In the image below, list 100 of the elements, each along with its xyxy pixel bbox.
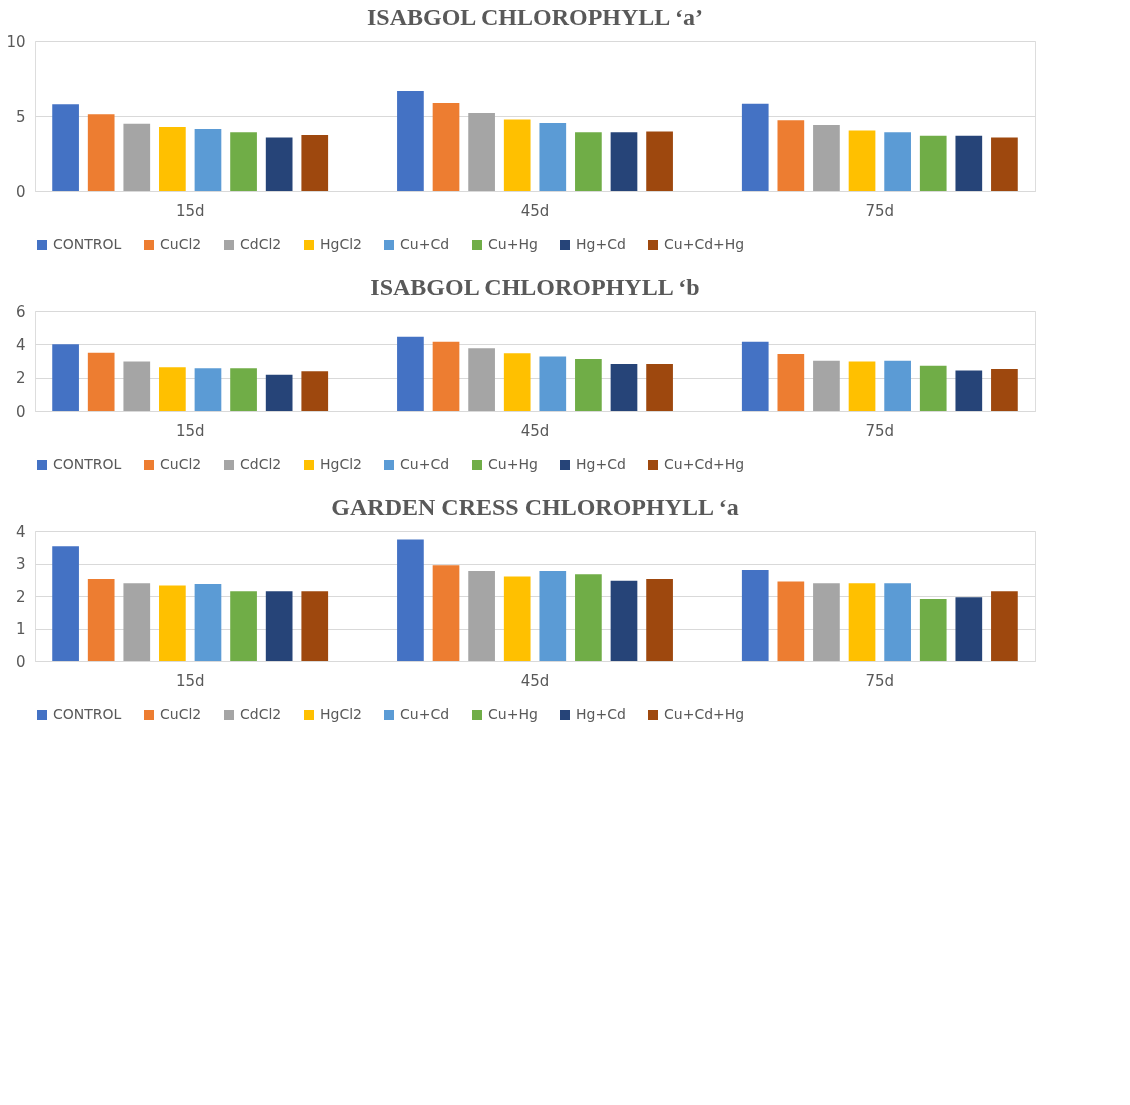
bar [955,135,983,191]
bar [194,368,222,411]
bar [301,591,329,661]
bar [884,583,911,661]
bar [777,581,805,661]
x-tick-label: 45d [520,671,550,690]
x-tick-label: 45d [520,421,550,440]
bar [646,131,673,191]
bar [397,90,424,191]
bar [194,583,222,661]
bar [432,341,460,411]
legend-label: HgCl2 [320,236,362,252]
legend-label: HgCl2 [320,456,362,472]
y-tick-label: 1 [15,620,26,638]
bar [159,367,186,411]
x-tick-label: 15d [175,421,205,440]
legend-label: CONTROL [53,236,122,252]
x-tick-label: 75d [865,671,895,690]
legend-label: CuCl2 [160,236,202,252]
bar [503,576,531,661]
bar [123,583,151,661]
legend-label: Hg+Cd [576,706,626,722]
bar [741,570,769,661]
bar [610,132,638,191]
legend-label: CONTROL [53,706,122,722]
bar [265,591,293,661]
legend-label: Cu+Hg [488,706,538,722]
legend-label: Cu+Cd [400,236,450,252]
bar [813,583,840,661]
bar [87,579,115,661]
legend-label: CuCl2 [160,456,202,472]
bar [159,126,186,191]
bar [230,368,257,411]
legend-label: Cu+Cd+Hg [664,456,745,472]
legend-label: Cu+Cd+Hg [664,706,745,722]
bar [610,580,638,661]
legend-label: CuCl2 [160,706,202,722]
bar [194,129,222,191]
bar [52,104,79,191]
y-tick-label: 0 [15,182,26,201]
bar [301,135,329,191]
legend-label: Cu+Hg [488,236,538,252]
legend-label: Cu+Cd+Hg [664,236,745,252]
bar [539,570,567,661]
bar [159,585,186,661]
bar [646,579,673,661]
y-tick-label: 0 [15,652,26,671]
x-tick-label: 45d [520,201,550,220]
bar [468,348,495,411]
bar [884,360,911,411]
bar [230,132,257,191]
bar [777,354,805,411]
y-tick-label: 2 [15,369,26,388]
legend-label: CdCl2 [240,236,282,252]
legend-label: HgCl2 [320,706,362,722]
bar [575,574,602,661]
bar [397,539,424,661]
y-tick-label: 0 [15,402,26,421]
bar [397,336,424,411]
bar [432,102,460,191]
bar [87,352,115,411]
bar [777,120,805,191]
bar [741,103,769,191]
bar [848,583,876,661]
legend-label: Hg+Cd [576,456,626,472]
bar [813,125,840,191]
bar [741,341,769,411]
legend-label: Hg+Cd [576,236,626,252]
bar [265,374,293,411]
bar [503,353,531,411]
bar [848,130,876,191]
legend-label: CdCl2 [240,706,282,722]
bar [991,137,1018,191]
bar [432,565,460,661]
legend-label: CONTROL [53,456,122,472]
legend-label: Cu+Hg [488,456,538,472]
chart-title: GARDEN CRESS CHLOROPHYLL ‘a [331,494,739,520]
bar [123,361,151,411]
bar [955,370,983,411]
chart-title: ISABGOL CHLOROPHYLL ‘b [370,274,700,300]
chart-title: ISABGOL CHLOROPHYLL ‘a’ [366,4,704,30]
bar [848,361,876,411]
bar [884,132,911,191]
bar [87,114,115,191]
y-tick-label: 4 [15,335,26,354]
bar [468,113,495,191]
legend-label: Cu+Cd [400,456,450,472]
bar [503,119,531,191]
y-tick-label: 4 [15,522,26,541]
bar [919,598,947,661]
bar [646,364,673,411]
bar [991,591,1018,661]
bar [919,135,947,191]
bar [265,137,293,191]
y-tick-label: 10 [6,32,26,51]
bar [301,371,329,411]
bar [539,123,567,191]
y-tick-label: 5 [15,107,26,126]
bar [919,365,947,411]
bar [539,356,567,411]
